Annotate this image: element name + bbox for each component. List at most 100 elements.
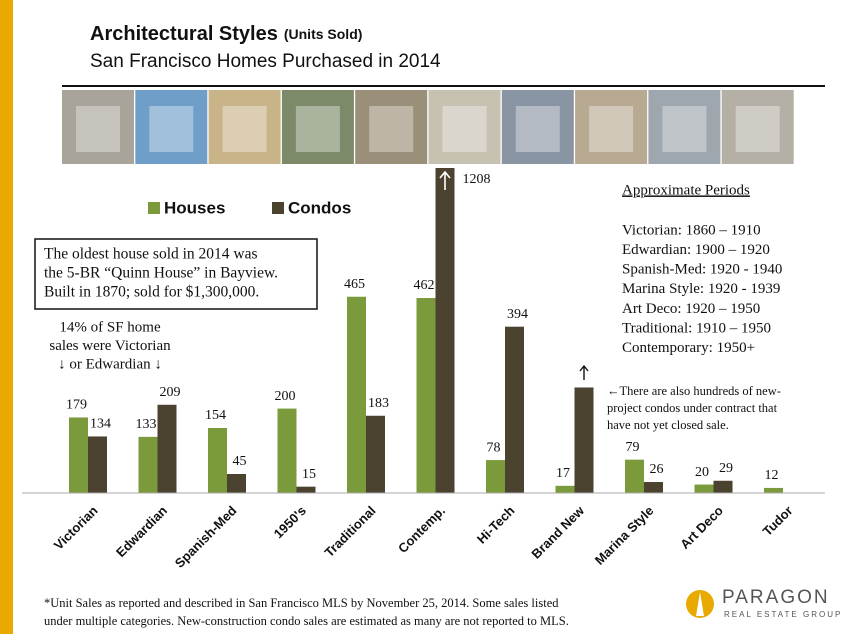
x-tick-label: 1950's <box>271 503 309 541</box>
value-label: 12 <box>765 468 779 483</box>
x-tick-label: Traditional <box>321 503 378 560</box>
bar <box>574 387 594 493</box>
value-label: 154 <box>205 408 226 423</box>
photo-detail <box>295 106 340 152</box>
photo-detail <box>369 106 414 152</box>
value-label: 183 <box>368 396 389 411</box>
legend-swatch <box>272 202 284 214</box>
photo-detail <box>735 106 780 152</box>
photo <box>208 90 281 164</box>
logo: PARAGON REAL ESTATE GROUP <box>686 587 842 619</box>
logo-tagline: REAL ESTATE GROUP <box>724 610 842 619</box>
value-label: 394 <box>507 307 528 322</box>
footnote: *Unit Sales as reported and described in… <box>44 596 559 610</box>
value-label: 465 <box>344 277 365 292</box>
annotation: the 5-BR “Quinn House” in Bayview. <box>44 265 278 282</box>
bar <box>347 296 366 493</box>
bar <box>208 428 227 493</box>
bar <box>157 404 177 493</box>
annotation: Traditional: 1910 – 1950 <box>622 320 771 336</box>
footnote: under multiple categories. New-construct… <box>44 614 569 628</box>
photo <box>575 90 648 164</box>
x-tick-label: Contemp. <box>395 503 448 556</box>
annotations: The oldest house sold in 2014 was the 5-B… <box>44 182 782 431</box>
annotation: The oldest house sold in 2014 was <box>44 246 258 263</box>
photo-detail <box>442 106 487 152</box>
x-tick-label: Brand New <box>528 502 587 561</box>
photo-detail <box>515 106 560 152</box>
bar <box>625 459 644 493</box>
arrow <box>579 364 589 380</box>
photo <box>648 90 721 164</box>
bars <box>69 168 783 493</box>
title: Architectural Styles (Units Sold) <box>90 23 362 45</box>
photo-detail <box>589 106 634 152</box>
bar <box>713 480 733 493</box>
note-box <box>34 238 318 310</box>
photo <box>428 90 501 164</box>
photo <box>501 90 574 164</box>
bar <box>366 415 385 493</box>
value-label: 209 <box>160 385 181 400</box>
photo-detail <box>76 106 120 152</box>
periods-title: Approximate Periods <box>622 182 750 198</box>
bar <box>435 168 455 493</box>
logo-mark <box>696 592 704 616</box>
value-label: 1208 <box>463 172 491 187</box>
x-tick-label: Hi-Tech <box>474 503 518 547</box>
annotation: Victorian: 1860 – 1910 <box>622 222 761 238</box>
photo-strip <box>62 90 794 164</box>
bar <box>644 482 663 493</box>
value-label: 133 <box>136 417 157 432</box>
value-label: 29 <box>719 461 733 476</box>
photo <box>135 90 208 164</box>
value-label: 79 <box>626 440 640 455</box>
value-label: 78 <box>487 440 501 455</box>
annotation: Art Deco: 1920 – 1950 <box>622 301 760 317</box>
x-tick-label: Marina Style <box>592 503 657 568</box>
annotation: Edwardian: 1900 – 1920 <box>622 242 770 258</box>
annotation: Marina Style: 1920 - 1939 <box>622 281 780 297</box>
photo-detail <box>222 106 267 152</box>
value-label: 134 <box>90 417 111 432</box>
bar <box>277 408 297 493</box>
value-label: 20 <box>695 465 709 480</box>
bar <box>694 484 714 493</box>
annotation: ←There are also hundreds of new- <box>607 384 781 398</box>
x-tick-label: Spanish-Med <box>172 503 240 571</box>
photo <box>721 90 794 164</box>
photo <box>355 90 428 164</box>
annotation: Contemporary: 1950+ <box>622 340 755 356</box>
bar <box>69 417 88 493</box>
bar <box>555 485 575 493</box>
x-tick-label: Victorian <box>51 503 101 553</box>
value-label: 179 <box>66 398 87 413</box>
x-tick-label: Edwardian <box>113 503 170 560</box>
bar <box>764 487 783 493</box>
value-label: 17 <box>556 466 570 481</box>
photo <box>62 90 134 164</box>
bar <box>505 326 524 493</box>
annotation: Built in 1870; sold for $1,300,000. <box>44 284 259 301</box>
side-stripe <box>0 0 13 634</box>
bar <box>416 298 436 493</box>
annotation: ↓ or Edwardian ↓ <box>58 356 162 372</box>
legend-swatch <box>148 202 160 214</box>
bar <box>486 460 505 493</box>
value-label: 200 <box>275 389 296 404</box>
annotation: sales were Victorian <box>49 338 171 354</box>
legend-label: Houses <box>164 198 225 217</box>
annotation: 14% of SF home <box>59 319 161 335</box>
logo-name: PARAGON <box>722 587 830 608</box>
annotation: Spanish-Med: 1920 - 1940 <box>622 262 782 278</box>
legend: Houses Condos <box>148 198 351 217</box>
x-tick-label: Art Deco <box>677 503 726 552</box>
annotation: have not yet closed sale. <box>607 418 729 432</box>
legend-label: Condos <box>288 198 351 217</box>
bar <box>88 436 107 493</box>
subtitle: San Francisco Homes Purchased in 2014 <box>90 51 441 72</box>
x-tick-label: Tudor <box>760 503 796 539</box>
photo-detail <box>662 106 707 152</box>
value-label: 15 <box>302 467 316 482</box>
